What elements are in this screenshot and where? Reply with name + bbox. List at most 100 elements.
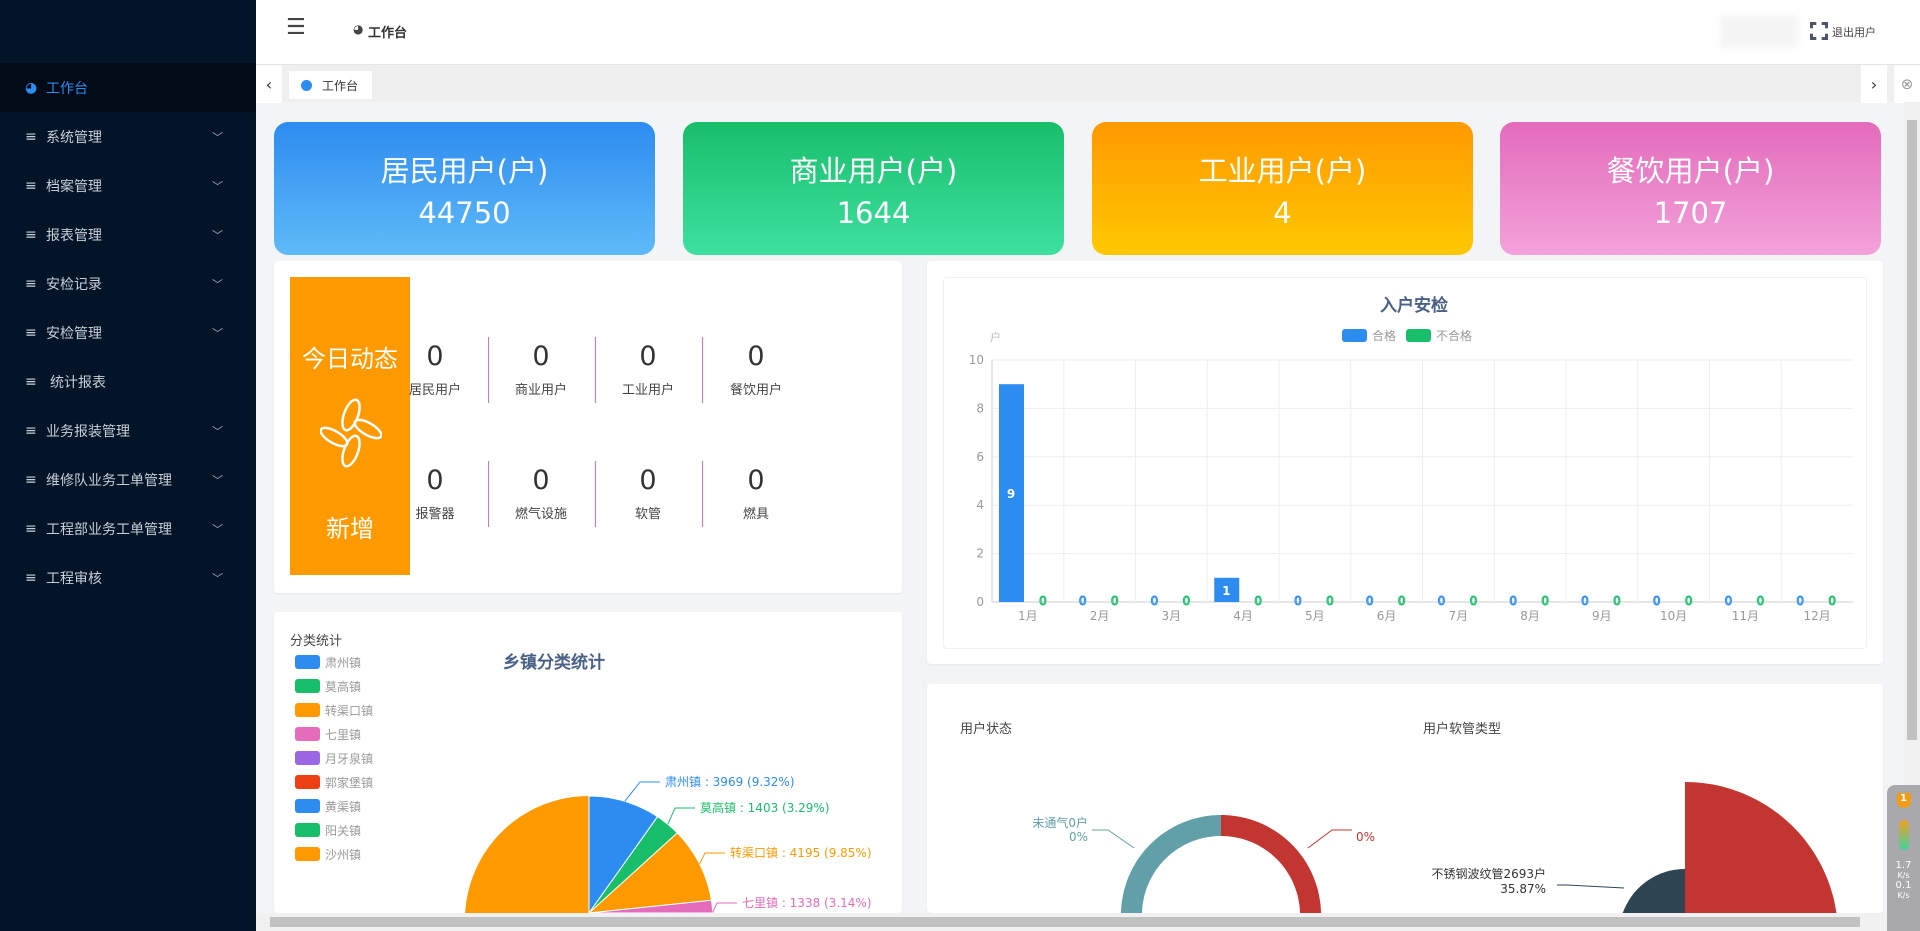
bar-label: 0 (1326, 594, 1334, 608)
donut-slice[interactable] (1121, 815, 1221, 913)
today-title: 今日动态 (302, 345, 398, 373)
menu-lines-icon: ≡ (25, 177, 37, 194)
bar-label: 0 (1294, 594, 1302, 608)
legend-label[interactable]: 七里镇 (325, 728, 362, 742)
logo-area (0, 0, 256, 63)
inspection-chart-panel (927, 261, 1883, 664)
legend-label[interactable]: 合格 (1372, 328, 1396, 343)
legend-label[interactable]: 阳关镇 (325, 824, 362, 838)
y-tick-label: 6 (976, 450, 984, 464)
sidebar-item[interactable]: ≡ 档案管理 ﹀ (0, 161, 256, 210)
stat-card-value: 1707 (1653, 196, 1728, 230)
sidebar-item[interactable]: ≡ 安检记录 ﹀ (0, 259, 256, 308)
legend-label[interactable]: 不合格 (1436, 328, 1472, 343)
bar-label: 0 (1254, 594, 1262, 608)
legend-swatch[interactable] (295, 799, 320, 813)
tab-scroll-right-button[interactable]: › (1861, 65, 1887, 103)
legend-label[interactable]: 月牙泉镇 (325, 752, 374, 766)
donut-pct: 0% (1069, 830, 1088, 844)
legend-label[interactable]: 转渠口镇 (325, 704, 374, 718)
tab-dot-icon (301, 79, 312, 91)
legend-swatch[interactable] (295, 655, 320, 669)
rose-slice[interactable] (1566, 782, 1838, 913)
pie-label: 七里镇 : 1338 (3.14%) (742, 896, 872, 910)
legend-swatch[interactable] (1342, 329, 1367, 342)
sidebar-item[interactable]: ◕ 工作台 (0, 63, 256, 112)
legend-label[interactable]: 郭家堡镇 (325, 776, 374, 790)
legend-swatch[interactable] (295, 823, 320, 837)
rose-slice[interactable] (1619, 869, 1685, 913)
legend-label[interactable]: 沙州镇 (325, 848, 362, 862)
stat-card-title: 居民用户(户) (380, 154, 549, 188)
bar-label: 0 (1613, 594, 1621, 608)
bar-label: 0 (1183, 594, 1191, 608)
donut-label: 正常通气0户 (1356, 815, 1424, 830)
legend-swatch[interactable] (1406, 329, 1431, 342)
x-tick-label: 4月 (1233, 609, 1253, 623)
sidebar-item[interactable]: ≡ 安检管理 ﹀ (0, 308, 256, 357)
menu-lines-icon: ≡ (25, 226, 37, 243)
bar-label: 0 (1438, 594, 1446, 608)
close-tabs-icon[interactable]: ⊗ (1894, 65, 1920, 103)
pie-label: 转渠口镇 : 4195 (9.85%) (730, 845, 872, 860)
legend-swatch[interactable] (295, 727, 320, 741)
sidebar-item[interactable]: ≡ 系统管理 ﹀ (0, 112, 256, 161)
legend-swatch[interactable] (295, 847, 320, 861)
pie-label-line (624, 781, 660, 802)
sidebar-item[interactable]: ≡ 维修队业务工单管理 ﹀ (0, 455, 256, 504)
today-label: 餐饮用户 (729, 383, 782, 398)
sidebar-item[interactable]: ≡ 业务报装管理 ﹀ (0, 406, 256, 455)
bar-label: 1 (1222, 584, 1230, 598)
fan-icon (320, 398, 382, 468)
scrollbar-thumb[interactable] (1907, 120, 1917, 740)
today-label: 软管 (634, 507, 661, 522)
horizontal-scrollbar[interactable] (256, 913, 1904, 931)
logout-link[interactable]: 退出用户 (1832, 26, 1876, 39)
pie-slice[interactable] (588, 832, 712, 913)
pie-slice[interactable] (588, 899, 714, 913)
today-label: 燃具 (742, 507, 769, 522)
sidebar-item-label: 档案管理 (46, 178, 102, 195)
tab-workbench[interactable]: 工作台 (289, 71, 372, 99)
bar-label: 0 (1653, 594, 1661, 608)
tab-scroll-left-button[interactable]: ‹ (256, 65, 282, 103)
bar[interactable] (1214, 577, 1240, 602)
network-widget[interactable]: 1 1.7 K/s 0.1 K/s (1887, 785, 1920, 931)
legend-swatch[interactable] (295, 751, 320, 765)
menu-toggle-icon[interactable]: ☰ (286, 15, 306, 40)
x-tick-label: 6月 (1377, 609, 1397, 623)
divider (594, 461, 596, 527)
menu-lines-icon: ≡ (25, 128, 37, 145)
sidebar-item[interactable]: ≡ 工程审核 ﹀ (0, 553, 256, 602)
legend-swatch[interactable] (295, 679, 320, 693)
bar[interactable] (999, 384, 1024, 602)
vertical-scrollbar[interactable] (1904, 102, 1920, 913)
today-count: 0 (532, 341, 550, 372)
legend-swatch[interactable] (295, 775, 320, 789)
legend-title: 分类统计 (290, 634, 343, 649)
legend-label[interactable]: 肃州镇 (325, 656, 362, 670)
x-tick-label: 11月 (1732, 609, 1759, 623)
hscrollbar-thumb[interactable] (270, 917, 1860, 927)
legend-label[interactable]: 黄渠镇 (325, 800, 362, 814)
sidebar-item-label: 工作台 (46, 80, 88, 97)
planet-icon: ◕ (25, 79, 38, 96)
bar-label: 0 (1725, 594, 1733, 608)
bar-label: 0 (1111, 594, 1119, 608)
today-count: 0 (639, 341, 657, 372)
stat-card-title: 工业用户(户) (1198, 154, 1367, 188)
sidebar-item[interactable]: ≡ 工程部业务工单管理 ﹀ (0, 504, 256, 553)
today-count: 0 (639, 465, 657, 496)
pie-label: 肃州镇 : 3969 (9.32%) (665, 775, 795, 789)
donut-slice[interactable] (1221, 815, 1321, 913)
sidebar-item[interactable]: ≡ 报表管理 ﹀ (0, 210, 256, 259)
sidebar-item-label: 报表管理 (46, 227, 102, 244)
pie-label-line (667, 807, 695, 825)
legend-label[interactable]: 莫高镇 (325, 680, 362, 694)
today-label: 居民用户 (408, 383, 461, 398)
pie-slice[interactable] (588, 795, 659, 913)
sidebar-item[interactable]: ≡ 统计报表 (0, 357, 256, 406)
user-avatar-blurred[interactable] (1720, 15, 1798, 48)
legend-swatch[interactable] (295, 703, 320, 717)
bar-label: 0 (1470, 594, 1478, 608)
